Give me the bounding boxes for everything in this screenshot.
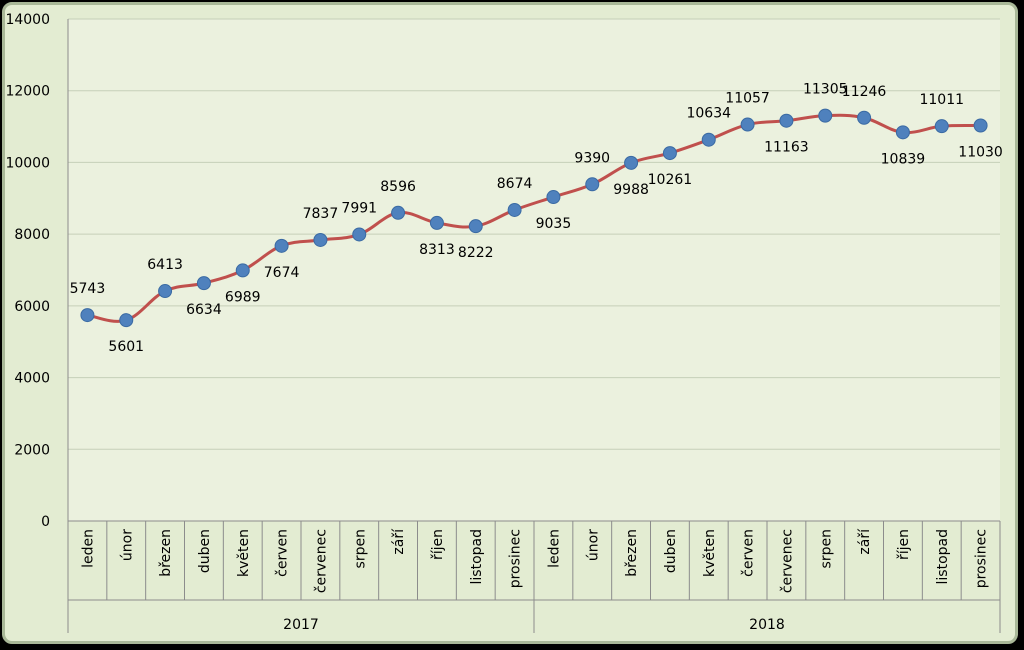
data-point <box>391 205 406 220</box>
data-label: 7837 <box>303 206 339 222</box>
category-label: říjen <box>430 529 446 560</box>
data-point <box>624 155 639 170</box>
data-label: 7674 <box>264 265 300 281</box>
data-point <box>274 238 289 253</box>
data-label: 5601 <box>108 339 144 355</box>
data-point <box>662 146 677 161</box>
data-point <box>468 219 483 234</box>
data-point <box>507 202 522 217</box>
category-label: září <box>391 528 407 555</box>
data-label: 6634 <box>186 302 222 318</box>
data-label: 5743 <box>70 281 106 297</box>
data-point <box>235 263 250 278</box>
data-label: 11030 <box>958 144 1003 160</box>
category-label: srpen <box>818 529 834 568</box>
group-label-2018: 2018 <box>749 617 785 633</box>
category-label: prosinec <box>974 529 990 588</box>
data-point <box>857 110 872 125</box>
data-label: 6989 <box>225 289 261 305</box>
category-label: červenec <box>313 529 329 593</box>
category-label: únor <box>119 529 135 561</box>
data-label: 11057 <box>725 91 770 107</box>
data-point <box>119 313 134 328</box>
y-tick-label: 0 <box>41 514 50 530</box>
data-label: 8222 <box>458 245 494 261</box>
data-point <box>779 113 794 128</box>
data-label: 8596 <box>380 179 416 195</box>
category-label: leden <box>80 529 96 568</box>
data-point <box>934 119 949 134</box>
data-point <box>818 108 833 123</box>
data-label: 9988 <box>613 182 649 198</box>
category-label: říjen <box>896 529 912 560</box>
data-label: 10839 <box>881 151 926 167</box>
data-point <box>196 276 211 291</box>
category-label: červen <box>275 529 291 577</box>
data-point <box>158 284 173 299</box>
y-tick-label: 14000 <box>5 12 50 28</box>
data-point <box>352 227 367 242</box>
category-label: srpen <box>352 529 368 568</box>
data-label: 6413 <box>147 257 183 273</box>
data-label: 9390 <box>574 150 610 166</box>
data-label: 7991 <box>341 200 377 216</box>
data-label: 8313 <box>419 242 455 258</box>
y-tick-label: 10000 <box>5 155 50 171</box>
category-label: listopad <box>469 529 485 584</box>
y-tick-label: 2000 <box>14 442 50 458</box>
category-label: listopad <box>935 529 951 584</box>
data-label: 11011 <box>919 92 964 108</box>
data-label: 11246 <box>842 84 887 100</box>
data-point <box>973 118 988 133</box>
data-point <box>585 177 600 192</box>
data-point <box>80 308 95 323</box>
data-label: 8674 <box>497 176 533 192</box>
data-point <box>740 117 755 132</box>
data-label: 10261 <box>648 172 693 188</box>
data-point <box>313 232 328 247</box>
y-tick-label: 4000 <box>14 371 50 387</box>
y-tick-label: 12000 <box>5 84 50 100</box>
category-label: prosinec <box>508 529 524 588</box>
category-label: leden <box>546 529 562 568</box>
data-label: 11305 <box>803 82 848 98</box>
category-label: červen <box>741 529 757 577</box>
data-point <box>429 215 444 230</box>
category-label: květen <box>702 529 718 577</box>
data-label: 11163 <box>764 140 809 156</box>
group-label-2017: 2017 <box>283 617 319 633</box>
data-point <box>895 125 910 140</box>
data-point <box>701 132 716 147</box>
y-tick-label: 8000 <box>14 227 50 243</box>
category-label: únor <box>585 529 601 561</box>
category-label: duben <box>663 529 679 573</box>
category-label: červenec <box>779 529 795 593</box>
category-label: březen <box>624 529 640 577</box>
category-label: březen <box>158 529 174 577</box>
plot-area <box>68 19 1000 521</box>
data-label: 10634 <box>686 106 731 122</box>
category-label: září <box>857 528 873 555</box>
category-label: duben <box>197 529 213 573</box>
data-point <box>546 190 561 205</box>
y-tick-label: 6000 <box>14 299 50 315</box>
data-label: 9035 <box>536 216 572 232</box>
category-label: květen <box>236 529 252 577</box>
